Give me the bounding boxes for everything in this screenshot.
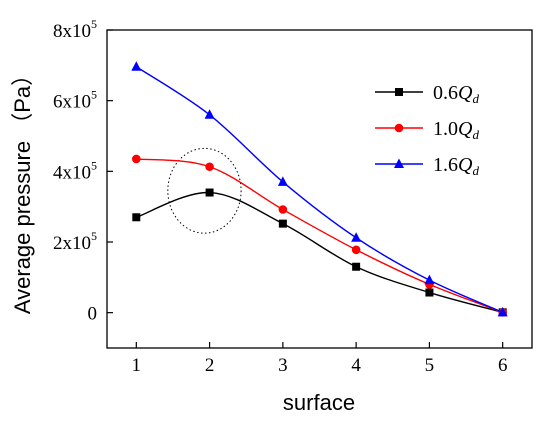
data-point <box>205 188 214 197</box>
data-point <box>278 205 288 214</box>
y-axis-title: Average pressure （Pa） <box>10 64 35 314</box>
data-point <box>497 306 508 317</box>
x-tick-label: 1 <box>132 355 142 376</box>
legend: 0.6Qd 1.0Qd 1.6Qd <box>375 82 479 178</box>
series-layer <box>131 61 508 317</box>
series-2 <box>132 154 507 317</box>
series-1 <box>132 188 507 317</box>
annotation-layer <box>167 147 242 234</box>
y-tick-label: 2x105 <box>53 229 97 254</box>
data-point <box>204 109 215 119</box>
x-tick-label: 2 <box>205 355 215 376</box>
y-tick-label: 4x105 <box>53 158 97 183</box>
data-point <box>351 232 362 242</box>
legend-label: 0.6Qd <box>433 82 479 106</box>
x-tick-labels: 1 2 3 4 5 6 <box>132 355 508 376</box>
legend-marker <box>395 88 403 96</box>
data-point <box>352 262 361 271</box>
y-tick-label: 6x105 <box>53 88 97 113</box>
y-tick-label: 8x105 <box>53 17 97 42</box>
data-point <box>277 176 288 186</box>
legend-marker <box>394 158 404 168</box>
series-3 <box>131 61 508 317</box>
plot-frame <box>106 29 533 349</box>
x-axis-title: surface <box>283 390 355 415</box>
legend-item: 1.0Qd <box>375 118 479 142</box>
y-tick-labels: 0 2x105 4x105 6x105 8x105 <box>53 17 97 325</box>
x-tick-label: 5 <box>425 355 435 376</box>
data-point <box>425 288 434 297</box>
data-point <box>424 274 435 285</box>
legend-label: 1.0Qd <box>433 118 479 142</box>
legend-item: 0.6Qd <box>375 82 479 106</box>
y-tick-label: 0 <box>88 304 98 325</box>
data-point <box>132 213 141 222</box>
data-point <box>351 245 361 255</box>
data-point <box>278 219 287 228</box>
x-tick-label: 3 <box>278 355 288 376</box>
legend-marker <box>394 123 404 133</box>
legend-item: 1.6Qd <box>375 154 479 178</box>
axis-ticks <box>107 29 504 348</box>
data-point <box>205 162 214 172</box>
x-tick-label: 6 <box>498 355 508 376</box>
data-point <box>132 154 141 164</box>
annotation-ellipse <box>167 147 242 234</box>
legend-label: 1.6Qd <box>433 154 479 178</box>
data-point <box>131 61 142 71</box>
series-line <box>136 191 503 313</box>
x-tick-label: 4 <box>351 355 361 376</box>
